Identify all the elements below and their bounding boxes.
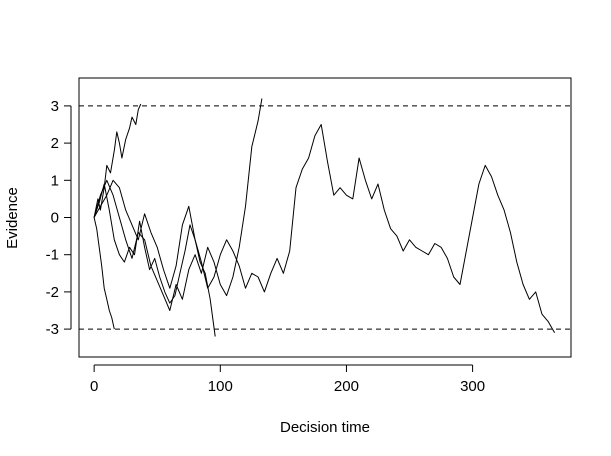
y-tick-label: -3 [46,321,59,338]
evidence-path-3 [93,98,263,311]
x-axis-label: Decision time [280,419,370,436]
y-tick-label: 0 [51,210,59,227]
y-tick-label: 1 [51,172,59,189]
boundary-lines [79,105,571,330]
y-tick-label: -2 [46,284,59,301]
evidence-paths [93,98,556,337]
evidence-path-1 [93,217,115,330]
y-tick-label: -1 [46,247,59,264]
evidence-path-2 [93,103,142,218]
plot-frame [78,77,572,358]
evidence-path-5 [93,124,556,334]
y-tick-label: 3 [51,98,59,115]
x-tick-label: 0 [90,378,98,395]
x-tick-label: 200 [334,378,359,395]
y-axis: 3 2 1 0 -1 -2 -3 [46,98,72,338]
x-axis: 0 100 200 300 [90,364,485,395]
y-axis-label: Evidence [4,187,21,249]
x-tick-label: 100 [208,378,233,395]
x-tick-label: 300 [460,378,485,395]
y-tick-label: 2 [51,135,59,152]
